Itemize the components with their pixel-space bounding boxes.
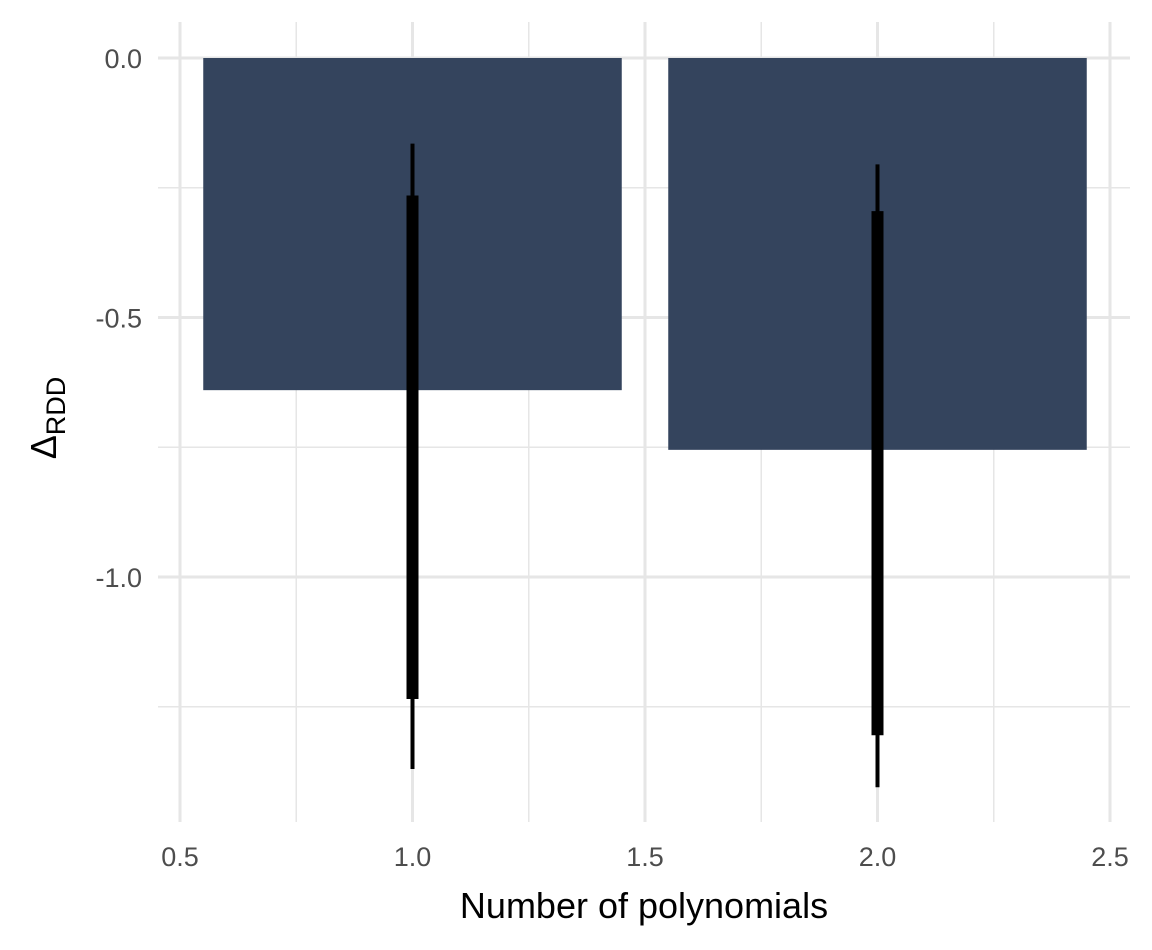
y-axis-title-main: Δ [23,435,64,459]
y-tick-label: -1.0 [95,563,142,593]
x-axis-title: Number of polynomials [460,885,828,926]
x-tick-label: 0.5 [161,842,199,872]
x-tick-label: 2.5 [1091,842,1129,872]
y-tick-label: 0.0 [104,44,142,74]
x-tick-label: 2.0 [859,842,897,872]
y-axis-title-sub: RDD [41,377,71,436]
x-tick-labels: 0.5 1.0 1.5 2.0 2.5 [161,842,1129,872]
intervals [406,143,884,788]
y-axis-title: ΔRDD [23,377,71,460]
x-tick-label: 1.5 [626,842,664,872]
x-tick-label: 1.0 [394,842,432,872]
y-tick-labels: 0.0 -0.5 -1.0 [95,44,142,593]
y-tick-label: -0.5 [95,304,142,334]
